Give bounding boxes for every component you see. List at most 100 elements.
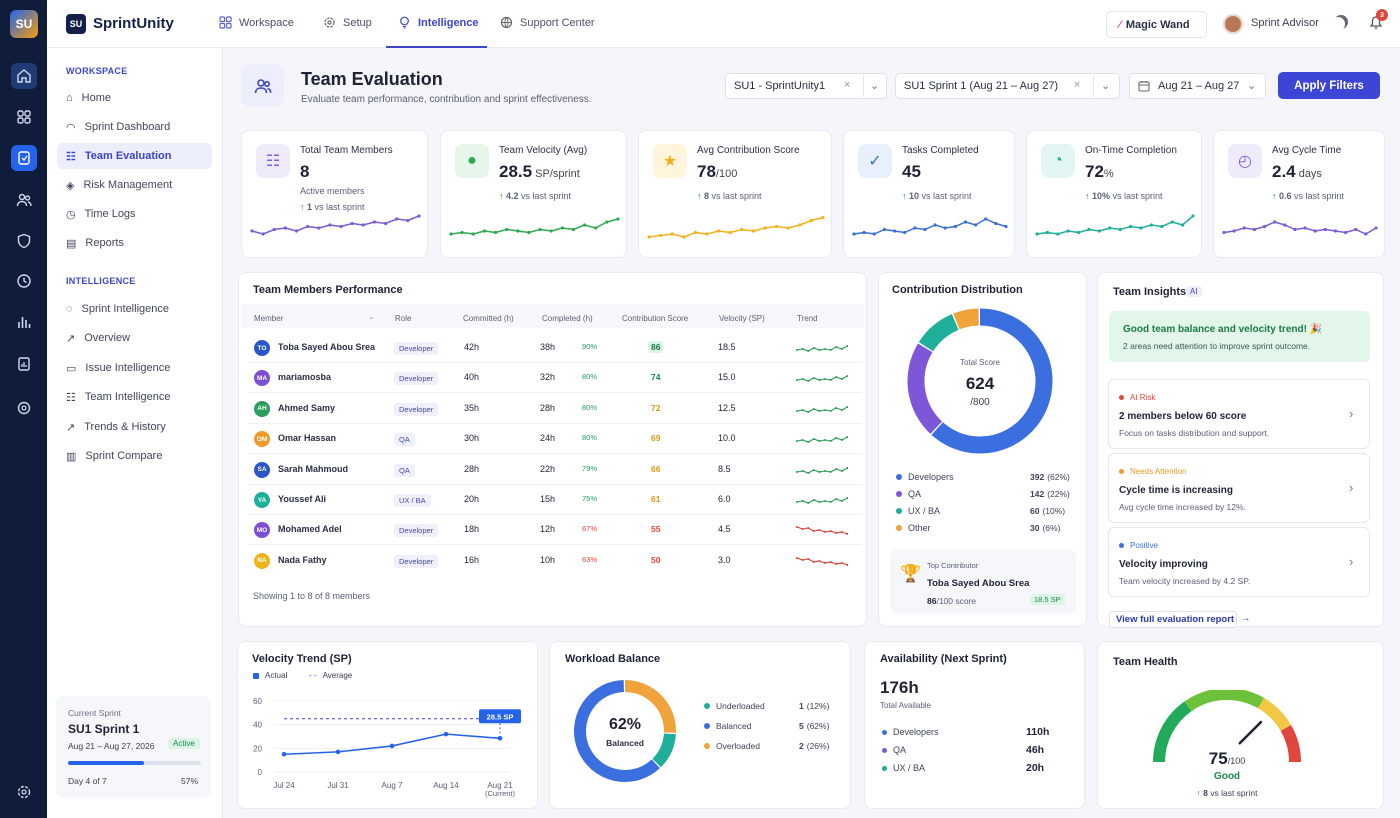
- trend-sparkline: [796, 466, 848, 474]
- insight-tag-dot: [1119, 543, 1124, 548]
- nav-workspace[interactable]: Workspace: [219, 16, 294, 29]
- chevron-right-icon[interactable]: ›: [1349, 406, 1354, 421]
- health-delta: 8: [1203, 788, 1208, 798]
- sprint-select[interactable]: SU1 Sprint 1 (Aug 21 – Aug 27) × ⌄: [895, 73, 1120, 99]
- bars-icon[interactable]: [11, 309, 37, 335]
- table-row[interactable]: SA Sarah Mahmoud QA 28h 22h 79% 66 8.5: [248, 455, 862, 485]
- sidebar-item-time-logs[interactable]: ◷ Time Logs: [57, 201, 212, 227]
- data-point[interactable]: [281, 751, 287, 757]
- kpi-value: 2.4 days: [1272, 162, 1322, 181]
- insight-card[interactable]: At Risk 2 members below 60 score Focus on …: [1108, 379, 1370, 449]
- x-tick-label: Jul 24: [273, 781, 295, 790]
- gauge-needle: [1238, 720, 1263, 745]
- legend-label: Developers: [908, 472, 954, 482]
- sidebar-item-issue-intelligence[interactable]: ▭ Issue Intelligence: [57, 355, 212, 381]
- chevron-down-icon[interactable]: ⌄: [870, 80, 880, 92]
- clock-icon[interactable]: [11, 268, 37, 294]
- legend-dot: [896, 525, 902, 531]
- chevron-right-icon[interactable]: ›: [1349, 480, 1354, 495]
- sidebar-item-label: Team Intelligence: [84, 391, 171, 403]
- kpi-delta-value: 1: [307, 202, 313, 212]
- sidebar-item-sprint-dashboard[interactable]: ◠ Sprint Dashboard: [57, 114, 212, 140]
- shield-icon[interactable]: [11, 228, 37, 254]
- advisor-label[interactable]: Sprint Advisor: [1251, 17, 1319, 29]
- sidebar-item-overview[interactable]: ↗ Overview: [57, 325, 212, 351]
- legend-pct: (12%): [806, 701, 830, 711]
- avatar: NA: [254, 552, 270, 569]
- clear-icon[interactable]: ×: [1074, 79, 1081, 91]
- top-contributor-score-of: /100 score: [936, 596, 977, 606]
- report-icon[interactable]: [11, 351, 37, 377]
- sidebar-item-risk-management[interactable]: ◈ Risk Management: [57, 172, 212, 198]
- settings-icon[interactable]: [11, 779, 37, 805]
- sidebar-item-sprint-intelligence[interactable]: ◌ Sprint Intelligence: [57, 296, 212, 322]
- app-logo[interactable]: SU: [10, 10, 38, 38]
- sidebar-item-team-intelligence[interactable]: ☷ Team Intelligence: [57, 384, 212, 410]
- clear-icon[interactable]: ×: [844, 79, 851, 91]
- insight-tag-label: Positive: [1130, 541, 1159, 550]
- date-range-picker[interactable]: Aug 21 – Aug 27 ⌄: [1129, 73, 1266, 99]
- brain-icon[interactable]: [11, 395, 37, 421]
- chevron-down-icon[interactable]: ⌄: [1247, 80, 1257, 92]
- insight-card[interactable]: Positive Velocity improving Team velocity …: [1108, 527, 1370, 597]
- legend-count: 30: [1030, 523, 1040, 533]
- trend-sparkline: [796, 405, 848, 413]
- advisor-avatar[interactable]: [1223, 14, 1243, 34]
- table-row[interactable]: MO Mohamed Adel Developer 18h 12h 67% 55 4.5: [248, 515, 862, 546]
- nav-support[interactable]: Support Center: [500, 16, 595, 29]
- apply-filters-button[interactable]: Apply Filters: [1278, 72, 1380, 99]
- legend-item: Balanced: [704, 721, 751, 731]
- table-row[interactable]: OM Omar Hassan QA 30h 24h 80% 69 10.0: [248, 424, 862, 455]
- grid-icon[interactable]: [11, 104, 37, 130]
- project-select[interactable]: SU1 - SprintUnity1 × ⌄: [725, 73, 887, 99]
- wand-icon: ⁄: [1119, 18, 1121, 31]
- kpi-delta: ↑ 1 vs last sprint: [300, 202, 365, 212]
- table-row[interactable]: NA Nada Fathy Developer 16h 10h 63% 50 3.0: [248, 546, 862, 576]
- data-point[interactable]: [443, 731, 449, 737]
- legend-count: 1: [799, 701, 804, 711]
- theme-moon-icon[interactable]: [1334, 15, 1348, 29]
- sidebar-item-label: Risk Management: [83, 179, 173, 191]
- velocity-value: 18.5: [718, 342, 736, 352]
- team-icon[interactable]: [11, 187, 37, 213]
- trend-icon: ↗: [66, 332, 76, 345]
- y-tick-label: 60: [253, 697, 262, 706]
- velocity-value: 10.0: [718, 433, 736, 444]
- clock-icon: ◷: [66, 208, 76, 221]
- sidebar-item-trends-history[interactable]: ↗ Trends & History: [57, 414, 212, 440]
- magic-wand-button[interactable]: ⁄ Magic Wand: [1106, 11, 1207, 38]
- sort-icon[interactable]: ⌄: [368, 312, 375, 321]
- velocity-value: 8.5: [718, 463, 731, 474]
- chevron-right-icon[interactable]: ›: [1349, 554, 1354, 569]
- completed-hours: 10h: [540, 554, 556, 565]
- member-name: Youssef Ali: [278, 494, 327, 504]
- sidebar: WORKSPACE ⌂ Home ◠ Sprint Dashboard ☷ Team …: [47, 48, 223, 818]
- data-point[interactable]: [389, 743, 395, 749]
- sidebar-item-team-evaluation[interactable]: ☷ Team Evaluation: [57, 143, 212, 169]
- team-performance-card: [238, 272, 867, 627]
- sidebar-item-home[interactable]: ⌂ Home: [57, 85, 212, 111]
- insight-tag-dot: [1119, 469, 1124, 474]
- completed-hours: 12h: [540, 524, 556, 535]
- kpi-value: 8: [300, 162, 310, 181]
- evaluation-icon[interactable]: [11, 145, 37, 171]
- sidebar-item-reports[interactable]: ▤ Reports: [57, 230, 212, 256]
- table-row[interactable]: AH Ahmed Samy Developer 35h 28h 80% 72 12.5: [248, 394, 862, 424]
- kpi-label: Total Team Members: [300, 145, 393, 156]
- chevron-down-icon[interactable]: ⌄: [1101, 80, 1111, 92]
- table-row[interactable]: YA Youssef Ali UX / BA 20h 15h 75% 61 6.0: [248, 485, 862, 515]
- view-report-link[interactable]: View full evaluation report →: [1109, 611, 1251, 628]
- shield-icon: ◈: [66, 179, 75, 192]
- bars-icon: ▥: [66, 450, 77, 463]
- home-icon[interactable]: [11, 63, 37, 89]
- insight-card[interactable]: Needs Attention Cycle time is increasing A…: [1108, 453, 1370, 523]
- table-row[interactable]: MA mariamosba Developer 40h 32h 80% 74 15.0: [248, 363, 862, 394]
- data-point[interactable]: [335, 749, 341, 755]
- data-point[interactable]: [497, 735, 503, 741]
- sidebar-item-sprint-compare[interactable]: ▥ Sprint Compare: [57, 443, 212, 469]
- nav-intelligence[interactable]: Intelligence: [398, 16, 479, 29]
- table-row[interactable]: TO Toba Sayed Abou Srea Developer 42h 38h 90%…: [248, 333, 862, 363]
- kpi-sparkline: [647, 215, 825, 239]
- nav-setup[interactable]: Setup: [323, 16, 372, 29]
- legend-dot: [704, 723, 710, 729]
